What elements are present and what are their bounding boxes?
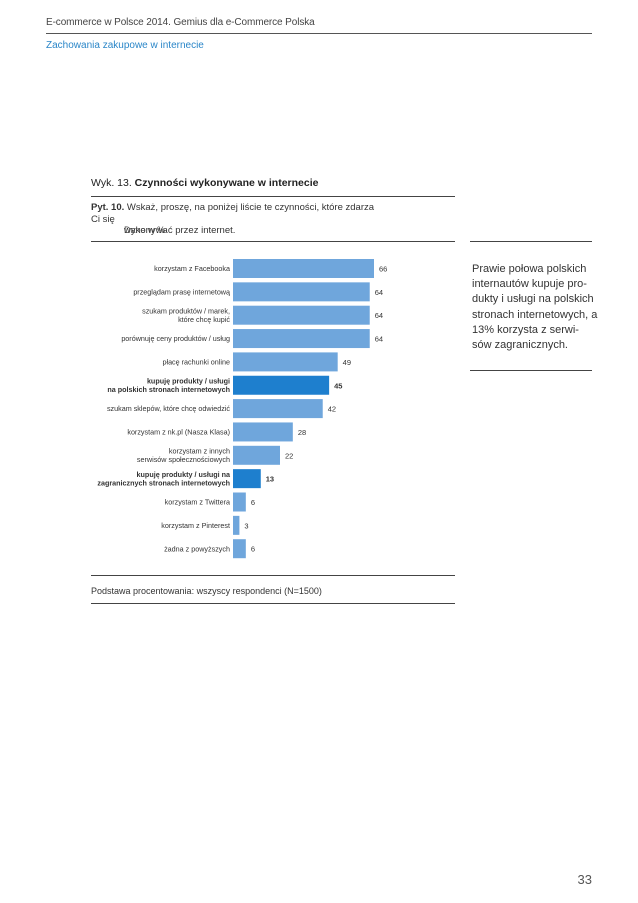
chart-label-prefix: Wyk. 13.	[91, 177, 132, 189]
bar-12	[233, 539, 246, 559]
bar-value-12: 6	[251, 545, 255, 554]
header-title: E-commerce w Polsce 2014. Gemius dla e-C…	[46, 17, 315, 28]
question-block: Pyt. 10. Wskaż, proszę, na poniżej liści…	[91, 202, 381, 237]
bar-value-5: 45	[334, 381, 342, 390]
side-note: Prawie połowa polskich internautów kupuj…	[472, 263, 598, 352]
bar-value-1: 64	[375, 288, 383, 297]
category-label-7: korzystam z nk.pl (Nasza Klasa)	[127, 428, 230, 437]
bar-value-3: 64	[375, 335, 383, 344]
bar-6	[233, 399, 323, 419]
bar-value-6: 42	[328, 405, 336, 414]
chart-title: Wyk. 13. Czynności wykonywane w internec…	[91, 177, 318, 189]
category-label-4: płacę rachunki online	[162, 358, 230, 367]
bar-3	[233, 329, 370, 349]
chart-label-title: Czynności wykonywane w internecie	[134, 177, 319, 189]
category-label-12: żadna z powyższych	[164, 544, 230, 553]
bar-value-9: 13	[266, 475, 274, 484]
bar-value-2: 64	[375, 311, 383, 320]
chart-footnote: Podstawa procentowania: wszyscy responde…	[91, 586, 322, 596]
bar-10	[233, 492, 246, 512]
chart-top-divider	[91, 196, 455, 197]
bar-1	[233, 282, 370, 302]
bar-7	[233, 422, 293, 442]
unit-note: Dane w %	[124, 225, 166, 235]
bar-value-0: 66	[379, 265, 387, 274]
question-line-1: Wskaż, proszę, na poniżej liście te czyn…	[91, 202, 375, 225]
bar-value-10: 6	[251, 498, 255, 507]
question-number: Pyt. 10.	[91, 202, 125, 213]
page-number: 33	[577, 872, 592, 887]
bar-0	[233, 259, 374, 278]
chart-header-divider	[91, 241, 455, 242]
bar-9	[233, 469, 261, 489]
category-label-9: kupuję produkty / usługi na zagranicznych…	[97, 470, 231, 488]
category-label-3: porównuję ceny produktów / usług	[121, 334, 230, 343]
bar-4	[233, 352, 338, 372]
category-label-0: korzystam z Facebooka	[154, 264, 230, 273]
bar-value-7: 28	[298, 428, 306, 437]
bar-2	[233, 305, 370, 325]
side-bottom-divider	[470, 370, 592, 371]
question-line-2: wykonywać przez internet.	[124, 225, 236, 236]
category-label-11: korzystam z Pinterest	[161, 521, 230, 530]
bar-5	[233, 375, 330, 395]
category-label-6: szukam sklepów, które chcę odwiedzić	[107, 404, 230, 413]
side-top-divider	[470, 241, 592, 242]
category-label-10: korzystam z Twittera	[165, 498, 230, 507]
bar-8	[233, 445, 280, 465]
chart-bottom-divider	[91, 575, 455, 576]
footnote-divider	[91, 603, 455, 604]
category-label-5: kupuję produkty / usługi na polskich stro…	[107, 377, 230, 395]
category-label-8: korzystam z innych serwisów społecznościo…	[137, 447, 230, 465]
bar-11	[233, 515, 240, 535]
bar-value-8: 22	[285, 451, 293, 460]
bar-value-11: 3	[244, 521, 248, 530]
bar-value-4: 49	[343, 358, 351, 367]
category-label-2: szukam produktów / marek, które chcę kupi…	[142, 307, 230, 325]
header-subtitle: Zachowania zakupowe w internecie	[46, 40, 204, 51]
category-label-1: przeglądam prasę internetową	[133, 287, 230, 296]
header-divider	[46, 33, 592, 34]
